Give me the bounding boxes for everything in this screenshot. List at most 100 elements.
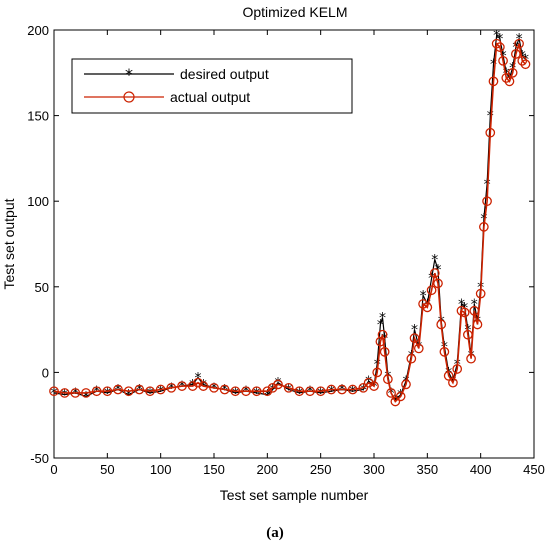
data-point-actual bbox=[511, 49, 521, 59]
data-point-desired: * bbox=[428, 271, 435, 287]
y-tick-label: 50 bbox=[35, 280, 49, 295]
data-point-desired: * bbox=[381, 331, 388, 347]
data-point-desired: * bbox=[269, 383, 276, 399]
data-point-desired: * bbox=[285, 383, 292, 399]
y-tick-label: 150 bbox=[27, 109, 49, 124]
data-point-actual bbox=[401, 379, 411, 390]
data-point-desired: * bbox=[317, 386, 324, 402]
data-point-actual bbox=[377, 329, 388, 340]
data-point-desired: * bbox=[411, 323, 418, 339]
data-point-actual bbox=[379, 347, 390, 357]
data-point-actual bbox=[337, 384, 347, 395]
data-point-desired: * bbox=[371, 379, 378, 395]
data-point-actual bbox=[507, 67, 518, 78]
data-point-actual bbox=[422, 302, 433, 313]
data-point-actual bbox=[409, 333, 420, 344]
data-point-desired: * bbox=[221, 383, 228, 399]
data-point-actual bbox=[479, 222, 489, 232]
data-point-actual bbox=[413, 343, 424, 354]
data-point-actual bbox=[102, 386, 113, 397]
data-point-desired: * bbox=[420, 288, 427, 304]
x-axis-label: Test set sample number bbox=[220, 487, 369, 503]
data-point-actual bbox=[305, 386, 315, 397]
data-point-actual bbox=[482, 196, 492, 207]
legend: * desired output actual output bbox=[71, 58, 353, 114]
data-point-actual bbox=[472, 319, 483, 330]
data-point-desired: * bbox=[51, 386, 58, 402]
data-point-actual bbox=[466, 353, 476, 364]
data-point-actual bbox=[177, 381, 187, 391]
x-tick-label: 250 bbox=[310, 462, 332, 477]
data-point-actual bbox=[429, 268, 440, 278]
data-point-actual bbox=[369, 381, 379, 391]
data-point-desired: * bbox=[487, 109, 494, 125]
legend-label-actual: actual output bbox=[170, 89, 250, 105]
x-tick-label: 450 bbox=[523, 462, 545, 477]
data-point-desired: * bbox=[360, 383, 367, 399]
data-point-actual bbox=[517, 55, 528, 66]
data-point-desired: * bbox=[136, 383, 143, 399]
data-point-actual bbox=[241, 386, 251, 397]
x-tick-label: 150 bbox=[203, 462, 225, 477]
series-line-actual bbox=[53, 41, 527, 403]
data-point-desired: * bbox=[179, 379, 186, 395]
data-point-actual bbox=[504, 76, 515, 87]
data-point-actual bbox=[49, 386, 59, 397]
data-point-desired: * bbox=[377, 317, 384, 333]
data-point-desired: * bbox=[72, 386, 79, 402]
y-tick-label: 200 bbox=[27, 23, 49, 38]
figure-caption: (a) bbox=[266, 525, 284, 541]
data-point-actual bbox=[187, 381, 198, 391]
data-point-desired: * bbox=[493, 28, 500, 44]
data-point-actual bbox=[91, 386, 102, 397]
data-point-desired: * bbox=[157, 384, 164, 400]
data-point-actual bbox=[475, 288, 486, 299]
axis-layer: 0 50 100 150 200 250 300 350 400 450-500501001502… bbox=[27, 23, 545, 477]
data-point-desired: * bbox=[232, 386, 239, 402]
data-point-actual bbox=[145, 386, 155, 397]
data-point-actual bbox=[363, 377, 374, 388]
x-tick-label: 200 bbox=[256, 462, 278, 477]
data-point-actual bbox=[426, 285, 437, 296]
y-tick-label: -50 bbox=[30, 451, 49, 466]
data-point-actual bbox=[358, 382, 369, 393]
x-tick-label: 100 bbox=[150, 462, 172, 477]
data-point-actual bbox=[488, 76, 499, 87]
data-point-desired: * bbox=[431, 252, 438, 268]
data-point-desired: * bbox=[458, 297, 465, 313]
data-point-actual bbox=[81, 388, 91, 398]
data-point-actual bbox=[372, 367, 383, 378]
data-point-actual bbox=[439, 347, 450, 357]
data-point-actual bbox=[230, 386, 241, 397]
data-point-actual bbox=[273, 379, 283, 390]
data-point-actual bbox=[495, 42, 505, 52]
x-tick-label: 350 bbox=[416, 462, 438, 477]
data-point-actual bbox=[520, 59, 531, 70]
data-point-desired: * bbox=[243, 384, 250, 400]
data-point-desired: * bbox=[61, 388, 68, 404]
data-point-actual bbox=[463, 329, 473, 340]
data-point-actual bbox=[209, 382, 219, 393]
data-point-actual bbox=[294, 386, 305, 397]
data-point-actual bbox=[198, 381, 209, 391]
chart-title: Optimized KELM bbox=[242, 4, 347, 20]
data-point-actual bbox=[443, 370, 454, 381]
data-point-actual bbox=[267, 382, 278, 393]
data-point-actual bbox=[193, 377, 203, 388]
data-point-desired: * bbox=[147, 386, 154, 402]
data-point-desired: * bbox=[307, 384, 314, 400]
data-point-desired: * bbox=[471, 297, 478, 313]
data-point-actual bbox=[123, 386, 134, 397]
data-point-desired: * bbox=[490, 57, 497, 73]
data-point-desired: * bbox=[168, 381, 175, 397]
data-point-desired: * bbox=[328, 384, 335, 400]
series-layer: * * * * * * * * * * * * * *** * * * * * *** * * * * * * * *********… bbox=[49, 28, 531, 409]
data-point-actual bbox=[436, 319, 447, 330]
data-point-desired: * bbox=[104, 386, 111, 402]
data-point-desired: * bbox=[512, 40, 519, 56]
y-axis-label: Test set output bbox=[1, 198, 17, 289]
data-point-actual bbox=[375, 336, 386, 347]
data-point-actual bbox=[166, 382, 177, 393]
legend-label-desired: desired output bbox=[180, 66, 269, 82]
